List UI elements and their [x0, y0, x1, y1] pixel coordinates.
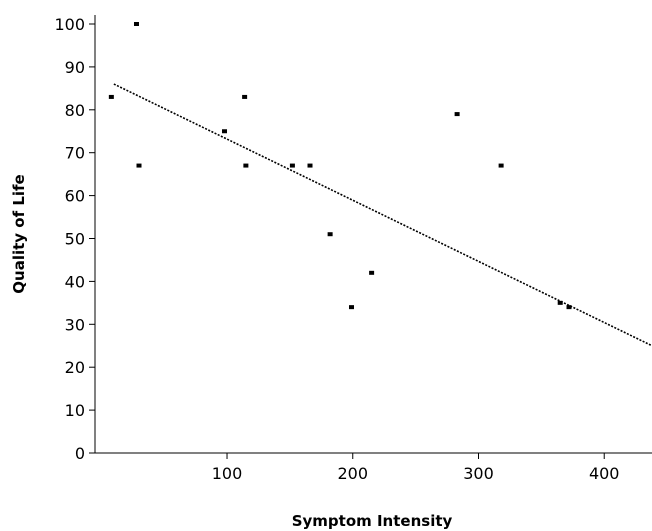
y-axis-title: Quality of Life: [10, 174, 28, 293]
data-point: [348, 305, 354, 310]
y-tick-label: 100: [54, 15, 85, 34]
y-tick-label: 60: [65, 187, 85, 206]
data-point: [327, 232, 333, 237]
x-tick-label: 400: [589, 464, 620, 483]
data-point: [557, 300, 563, 305]
data-point: [243, 163, 249, 168]
data-point: [307, 163, 313, 168]
y-axis-ticks: 0 10 20 30 40 50 60 70 80 90 100: [54, 15, 95, 463]
data-point: [108, 94, 114, 99]
data-point: [566, 305, 572, 310]
y-tick-label: 20: [65, 358, 85, 377]
x-axis-ticks: 100 200 300 400: [212, 453, 620, 483]
y-tick-label: 70: [65, 144, 85, 163]
data-point: [369, 270, 375, 275]
y-tick-label: 40: [65, 272, 85, 291]
data-point: [133, 22, 139, 26]
y-tick-label: 50: [65, 230, 85, 249]
y-tick-label: 0: [75, 444, 85, 463]
data-point: [242, 94, 248, 99]
x-axis-title: Symptom Intensity: [292, 512, 453, 530]
y-tick-label: 30: [65, 315, 85, 334]
data-point: [136, 163, 142, 168]
data-point: [454, 112, 460, 117]
y-tick-label: 80: [65, 101, 85, 120]
data-point: [498, 163, 504, 168]
data-point: [289, 163, 295, 168]
data-point: [222, 129, 228, 134]
x-tick-label: 100: [212, 464, 243, 483]
y-tick-label: 90: [65, 58, 85, 77]
x-tick-label: 200: [337, 464, 368, 483]
data-points: [108, 22, 572, 310]
x-tick-label: 300: [463, 464, 494, 483]
y-tick-label: 10: [65, 401, 85, 420]
